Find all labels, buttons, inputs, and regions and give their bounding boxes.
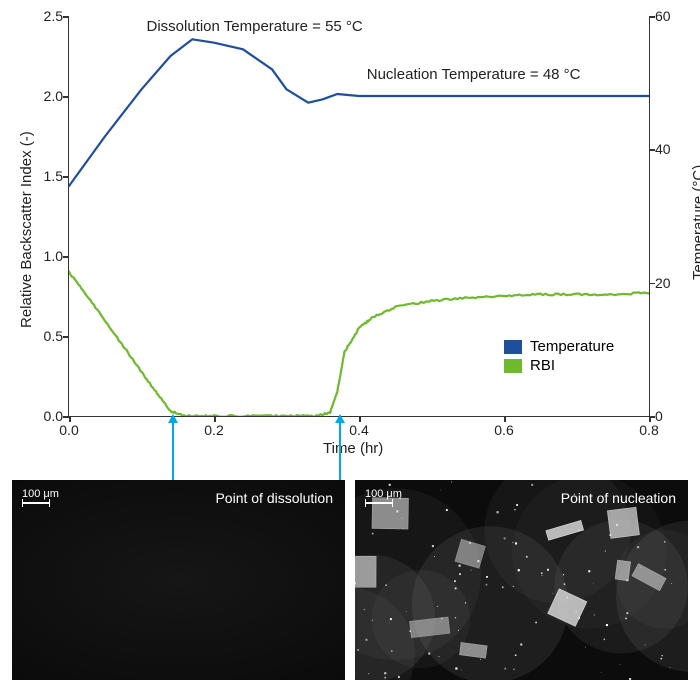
micrograph-row: 100 μm Point of dissolution 100 μm Point… [12,480,688,680]
scale-bar: 100 μm [365,488,402,504]
y-left-tick [63,176,69,178]
arrow-dissolution [172,422,174,488]
chart-area: TemperatureRBI 0.00.51.01.52.02.50204060… [0,0,700,480]
y-left-tick [63,256,69,258]
legend-label: RBI [530,357,555,374]
legend: Temperature RBI [504,336,614,374]
y-axis-right-label: Temperature (°C) [690,165,700,280]
x-tick [649,416,651,422]
x-tick [214,416,216,422]
legend-swatch [504,359,522,373]
annotation-dissolution: Dissolution Temperature = 55 °C [147,18,363,35]
legend-item: Temperature [504,338,614,355]
micrograph-caption: Point of dissolution [215,490,333,506]
y-left-tick [63,96,69,98]
scale-bar-line [365,502,393,504]
y-right-tick [649,16,655,18]
scale-bar: 100 μm [22,488,59,504]
x-tick [359,416,361,422]
legend-swatch [504,340,522,354]
x-tick [69,416,71,422]
y-right-tick-label: 60 [649,8,695,24]
y-right-tick-label: 40 [649,141,695,157]
scale-label: 100 μm [22,488,59,500]
scale-bar-line [22,502,50,504]
y-right-tick [649,283,655,285]
y-left-tick [63,336,69,338]
x-axis-label: Time (hr) [323,440,383,457]
figure-container: TemperatureRBI 0.00.51.01.52.02.50204060… [0,0,700,694]
x-tick [504,416,506,422]
y-right-tick-label: 20 [649,275,695,291]
y-left-tick [63,16,69,18]
micrograph-dissolution: 100 μm Point of dissolution [12,480,345,680]
series-temperature [69,39,649,186]
legend-label: Temperature [530,338,614,355]
y-axis-left-label: Relative Backscatter Index (-) [18,131,35,328]
y-right-tick [649,149,655,151]
annotation-nucleation: Nucleation Temperature = 48 °C [367,66,581,83]
arrow-nucleation [339,422,341,488]
micrograph-nucleation: 100 μm Point of nucleation [355,480,688,680]
legend-item: RBI [504,357,614,374]
scale-label: 100 μm [365,488,402,500]
micrograph-caption: Point of nucleation [561,490,676,506]
